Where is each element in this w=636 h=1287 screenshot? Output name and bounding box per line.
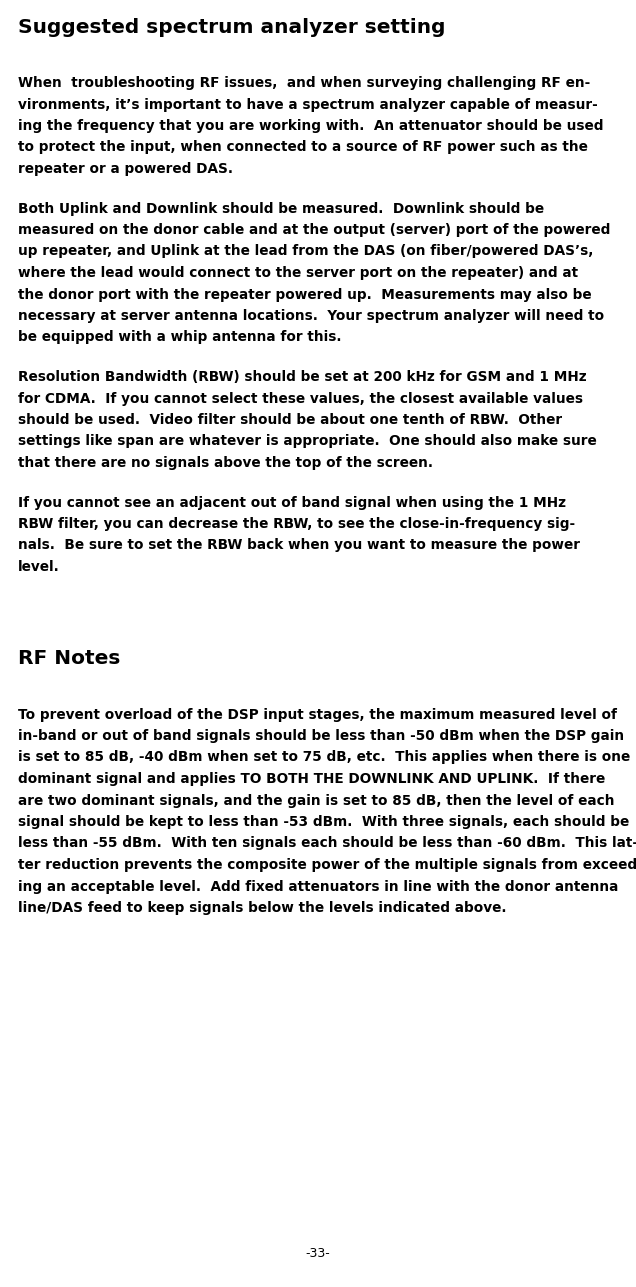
Text: RBW filter, you can decrease the RBW, to see the close-in-frequency sig-: RBW filter, you can decrease the RBW, to… (18, 517, 575, 532)
Text: are two dominant signals, and the gain is set to 85 dB, then the level of each: are two dominant signals, and the gain i… (18, 794, 614, 807)
Text: to protect the input, when connected to a source of RF power such as the: to protect the input, when connected to … (18, 140, 588, 154)
Text: signal should be kept to less than -53 dBm.  With three signals, each should be: signal should be kept to less than -53 d… (18, 815, 629, 829)
Text: where the lead would connect to the server port on the repeater) and at: where the lead would connect to the serv… (18, 266, 578, 281)
Text: ter reduction prevents the composite power of the multiple signals from exceed-: ter reduction prevents the composite pow… (18, 858, 636, 873)
Text: settings like span are whatever is appropriate.  One should also make sure: settings like span are whatever is appro… (18, 435, 597, 448)
Text: When  troubleshooting RF issues,  and when surveying challenging RF en-: When troubleshooting RF issues, and when… (18, 76, 590, 90)
Text: be equipped with a whip antenna for this.: be equipped with a whip antenna for this… (18, 331, 342, 345)
Text: dominant signal and applies TO BOTH THE DOWNLINK AND UPLINK.  If there: dominant signal and applies TO BOTH THE … (18, 772, 605, 786)
Text: up repeater, and Uplink at the lead from the DAS (on fiber/powered DAS’s,: up repeater, and Uplink at the lead from… (18, 245, 593, 259)
Text: for CDMA.  If you cannot select these values, the closest available values: for CDMA. If you cannot select these val… (18, 391, 583, 405)
Text: the donor port with the repeater powered up.  Measurements may also be: the donor port with the repeater powered… (18, 287, 591, 301)
Text: should be used.  Video filter should be about one tenth of RBW.  Other: should be used. Video filter should be a… (18, 413, 562, 427)
Text: repeater or a powered DAS.: repeater or a powered DAS. (18, 162, 233, 176)
Text: necessary at server antenna locations.  Your spectrum analyzer will need to: necessary at server antenna locations. Y… (18, 309, 604, 323)
Text: Suggested spectrum analyzer setting: Suggested spectrum analyzer setting (18, 18, 445, 37)
Text: If you cannot see an adjacent out of band signal when using the 1 MHz: If you cannot see an adjacent out of ban… (18, 495, 566, 510)
Text: less than -55 dBm.  With ten signals each should be less than -60 dBm.  This lat: less than -55 dBm. With ten signals each… (18, 837, 636, 851)
Text: in-band or out of band signals should be less than -50 dBm when the DSP gain: in-band or out of band signals should be… (18, 728, 624, 743)
Text: ing an acceptable level.  Add fixed attenuators in line with the donor antenna: ing an acceptable level. Add fixed atten… (18, 879, 618, 893)
Text: ing the frequency that you are working with.  An attenuator should be used: ing the frequency that you are working w… (18, 118, 604, 133)
Text: nals.  Be sure to set the RBW back when you want to measure the power: nals. Be sure to set the RBW back when y… (18, 538, 580, 552)
Text: Both Uplink and Downlink should be measured.  Downlink should be: Both Uplink and Downlink should be measu… (18, 202, 544, 215)
Text: is set to 85 dB, -40 dBm when set to 75 dB, etc.  This applies when there is one: is set to 85 dB, -40 dBm when set to 75 … (18, 750, 630, 764)
Text: Resolution Bandwidth (RBW) should be set at 200 kHz for GSM and 1 MHz: Resolution Bandwidth (RBW) should be set… (18, 369, 586, 384)
Text: measured on the donor cable and at the output (server) port of the powered: measured on the donor cable and at the o… (18, 223, 611, 237)
Text: -33-: -33- (306, 1247, 330, 1260)
Text: that there are no signals above the top of the screen.: that there are no signals above the top … (18, 456, 433, 470)
Text: RF Notes: RF Notes (18, 650, 120, 668)
Text: vironments, it’s important to have a spectrum analyzer capable of measur-: vironments, it’s important to have a spe… (18, 98, 598, 112)
Text: To prevent overload of the DSP input stages, the maximum measured level of: To prevent overload of the DSP input sta… (18, 708, 617, 722)
Text: line/DAS feed to keep signals below the levels indicated above.: line/DAS feed to keep signals below the … (18, 901, 506, 915)
Text: level.: level. (18, 560, 60, 574)
